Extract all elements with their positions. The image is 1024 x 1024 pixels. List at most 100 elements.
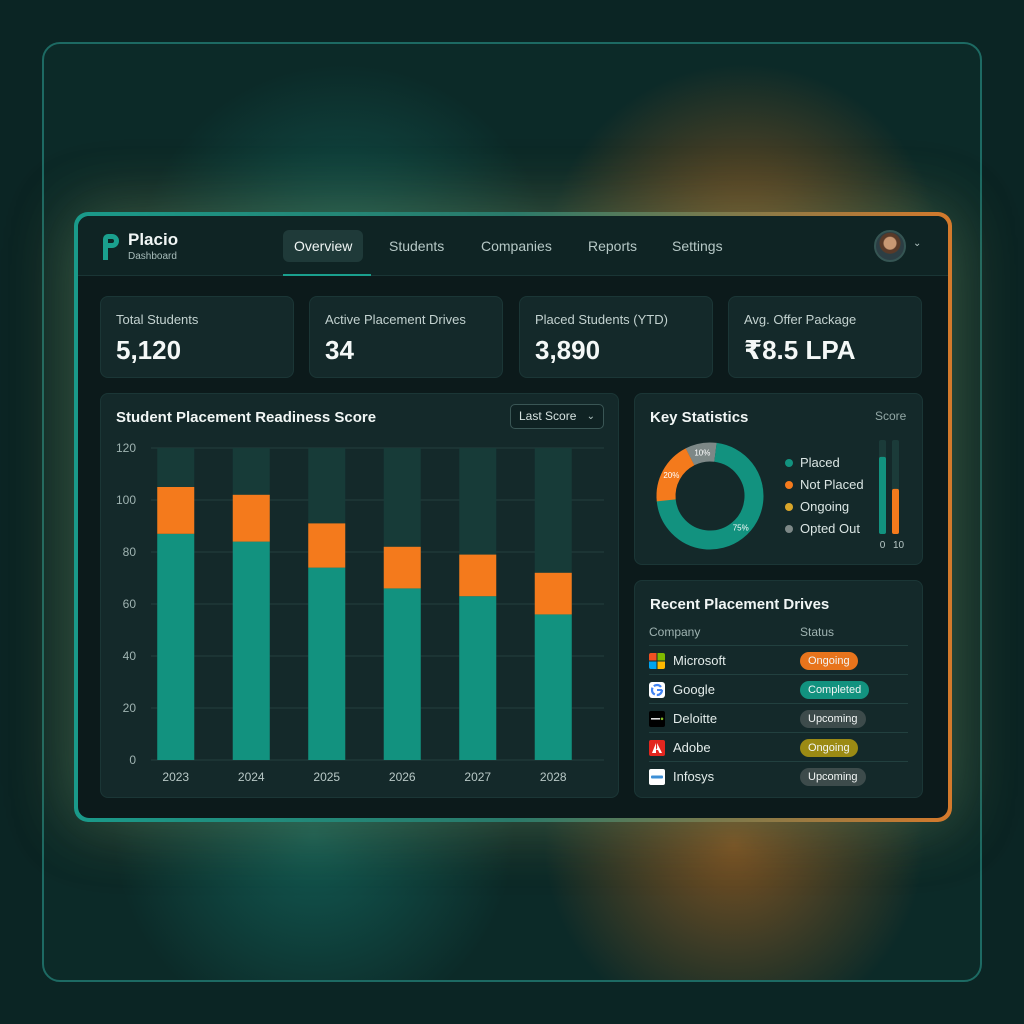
donut-slice-label: 75% — [733, 523, 749, 532]
user-avatar[interactable] — [874, 230, 906, 262]
status-badge: Ongoing — [800, 652, 858, 670]
stat-value: 5,120 — [116, 335, 182, 365]
table-row[interactable]: Adobe Ongoing — [649, 733, 908, 762]
brand-subtitle: Dashboard — [128, 251, 177, 262]
legend-item: Ongoing — [785, 499, 864, 521]
mini-bar-label: 10 — [893, 540, 905, 551]
stat-value: ₹8.5 LPA — [744, 335, 856, 365]
donut-slice-label: 10% — [694, 449, 710, 458]
readiness-panel: Student Placement Readiness Score Last S… — [100, 393, 619, 798]
table-row[interactable]: Google Completed — [649, 675, 908, 704]
legend-item: Opted Out — [785, 521, 864, 543]
google-logo-icon — [649, 682, 665, 698]
table-divider — [649, 761, 908, 762]
table-row[interactable]: Microsoft Ongoing — [649, 646, 908, 675]
status-badge: Ongoing — [800, 739, 858, 757]
table-divider — [649, 732, 908, 733]
bar-segment-base — [383, 588, 421, 760]
bar-segment-base — [157, 533, 195, 760]
bar-segment-top — [157, 487, 195, 534]
table-row[interactable]: Infosys Upcoming — [649, 762, 908, 791]
donut-slice-label: 20% — [663, 471, 679, 480]
company-name: Deloitte — [673, 711, 718, 726]
x-tick-label: 2023 — [162, 770, 189, 784]
legend-dot — [785, 481, 793, 489]
y-tick-label: 100 — [116, 493, 136, 507]
stat-value: 3,890 — [535, 335, 601, 365]
table-row[interactable]: Deloitte Upcoming — [649, 704, 908, 733]
infosys-logo-icon — [649, 769, 665, 785]
readiness-title: Student Placement Readiness Score — [116, 409, 377, 426]
company-name: Google — [673, 682, 715, 697]
stat-label: Avg. Offer Package — [744, 312, 857, 327]
y-tick-label: 20 — [123, 701, 137, 715]
tab-students[interactable]: Students — [389, 238, 445, 254]
recent-drives-panel: Recent Placement Drives Company Status M… — [634, 580, 923, 798]
table-divider — [649, 645, 908, 646]
microsoft-logo-icon — [649, 653, 665, 669]
stat-card-avg-package: Avg. Offer Package ₹8.5 LPA — [728, 296, 922, 378]
placio-logo-icon — [103, 234, 119, 260]
company-name: Microsoft — [673, 653, 726, 668]
y-tick-label: 40 — [123, 649, 137, 663]
legend-label: Placed — [800, 455, 840, 470]
table-divider — [649, 703, 908, 704]
score-label: Score — [875, 409, 907, 423]
x-tick-label: 2026 — [389, 770, 416, 784]
dashboard: Placio Dashboard Overview Students Compa… — [78, 216, 948, 818]
dropdown-value: Last Score — [519, 409, 577, 423]
tab-settings[interactable]: Settings — [672, 238, 723, 254]
stat-label: Active Placement Drives — [325, 312, 466, 327]
stat-label: Total Students — [116, 312, 199, 327]
column-header-status: Status — [800, 625, 835, 639]
x-tick-label: 2024 — [238, 770, 265, 784]
legend-dot — [785, 525, 793, 533]
legend-label: Opted Out — [800, 521, 860, 536]
legend-dot — [785, 503, 793, 511]
status-badge: Upcoming — [800, 768, 866, 786]
tab-companies[interactable]: Companies — [481, 238, 552, 254]
y-tick-label: 120 — [116, 441, 136, 455]
key-statistics-title: Key Statistics — [650, 409, 749, 426]
bar-segment-top — [308, 523, 346, 568]
deloitte-logo-icon — [649, 711, 665, 727]
mini-bar-label: 0 — [880, 540, 886, 551]
y-tick-label: 0 — [129, 753, 136, 767]
score-mini-bar-chart: 0 10 — [879, 440, 905, 551]
donut-legend: Placed Not Placed Ongoing Opted Out — [785, 455, 864, 543]
table-divider — [649, 674, 908, 675]
recent-drives-title: Recent Placement Drives — [650, 596, 830, 613]
tab-reports[interactable]: Reports — [588, 238, 638, 254]
legend-item: Placed — [785, 455, 864, 477]
bar-segment-base — [308, 567, 346, 760]
stat-label: Placed Students (YTD) — [535, 312, 668, 327]
stat-card-total-students: Total Students 5,120 — [100, 296, 294, 378]
tab-overview[interactable]: Overview — [283, 230, 364, 262]
y-tick-label: 80 — [123, 545, 137, 559]
legend-dot — [785, 459, 793, 467]
mini-bar — [892, 488, 899, 534]
bar-segment-base — [459, 596, 497, 760]
key-statistics-panel: Key Statistics Score 10% 75% 20% Placed Not… — [634, 393, 923, 565]
readiness-bar-chart: 0 20 40 60 80 100 120 2023 2024 2025 2026 2027 2028 — [116, 441, 604, 784]
score-dropdown[interactable]: Last Score ⌄ — [510, 404, 604, 429]
bar-segment-base — [232, 541, 270, 760]
legend-item: Not Placed — [785, 477, 864, 499]
bar-segment-base — [534, 614, 572, 760]
stat-card-active-drives: Active Placement Drives 34 — [309, 296, 503, 378]
bar-segment-top — [383, 546, 421, 589]
bar-segment-top — [534, 572, 572, 615]
status-badge: Upcoming — [800, 710, 866, 728]
mini-bar — [879, 456, 886, 534]
x-tick-label: 2028 — [540, 770, 567, 784]
x-tick-label: 2027 — [464, 770, 491, 784]
legend-label: Not Placed — [800, 477, 864, 492]
top-bar: Placio Dashboard Overview Students Compa… — [78, 216, 948, 276]
column-header-company: Company — [649, 625, 701, 639]
x-tick-label: 2025 — [313, 770, 340, 784]
brand-name: Placio — [128, 230, 179, 249]
legend-label: Ongoing — [800, 499, 850, 514]
chevron-down-icon[interactable]: ⌄ — [913, 238, 922, 249]
app-window: Placio Dashboard Overview Students Compa… — [74, 212, 952, 822]
chevron-down-icon: ⌄ — [586, 411, 595, 422]
